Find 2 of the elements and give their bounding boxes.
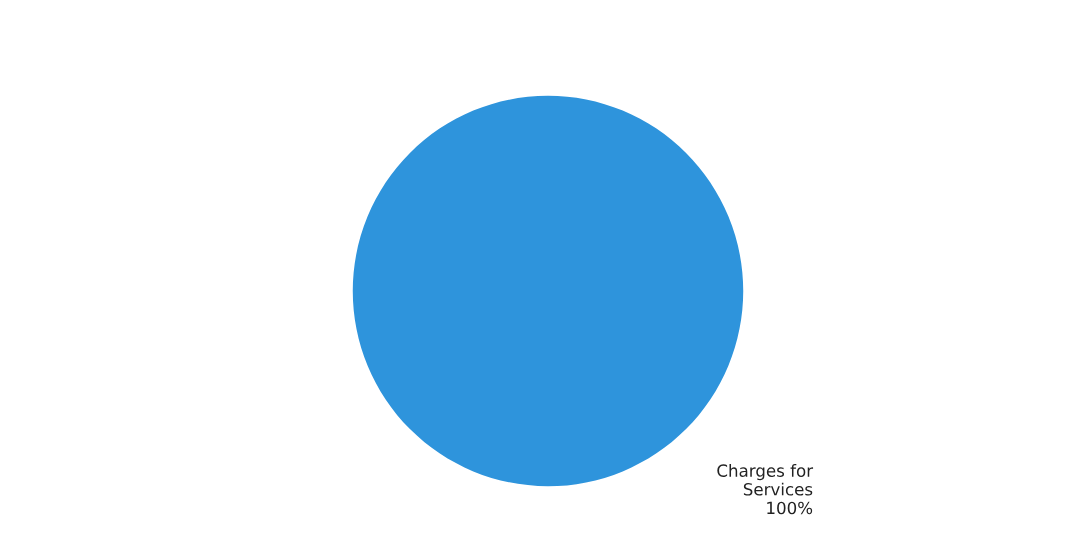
data-label: 100%	[767, 501, 813, 515]
slice-label: Charges for Services	[717, 464, 814, 496]
